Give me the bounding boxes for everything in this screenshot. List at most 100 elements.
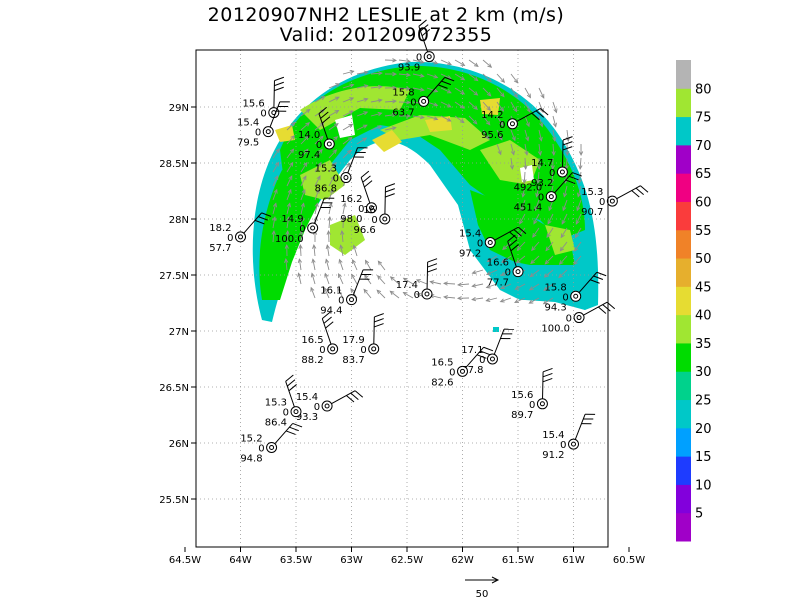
wind-vector — [524, 101, 531, 113]
wind-vector — [454, 87, 465, 95]
wind-vector-head — [511, 136, 516, 142]
x-tick-label: 63.5W — [280, 555, 312, 566]
wind-vector-head — [274, 161, 280, 167]
wind-vector-head — [346, 149, 352, 155]
wind-vector — [412, 115, 424, 119]
wind-vector-head — [299, 229, 304, 235]
wind-vector — [403, 292, 414, 299]
wind-vector — [312, 259, 316, 271]
wind-vector-head — [573, 260, 578, 266]
wind-vector — [510, 87, 518, 98]
wind-vector-head — [345, 162, 351, 168]
wind-vector-head — [331, 162, 336, 168]
wind-vector-head — [543, 286, 549, 292]
wind-vector-head — [317, 161, 322, 167]
wind-vector-head — [392, 71, 398, 77]
wind-barb-flag — [508, 239, 518, 247]
swath-lime-3 — [300, 160, 345, 200]
station-circle — [290, 406, 302, 418]
station-temperature: 14.0 — [298, 130, 320, 141]
station-temperature: 15.8 — [392, 87, 414, 98]
wind-vector — [454, 101, 465, 109]
wind-vector-head — [333, 136, 339, 141]
wind-vector — [444, 296, 456, 299]
wind-vector — [377, 260, 386, 271]
x-tick-label: 60.5W — [613, 555, 645, 566]
station-zero: 0 — [227, 233, 233, 244]
wind-barb-flag — [476, 354, 487, 359]
wind-vector — [486, 283, 498, 288]
wind-barb-flag — [288, 384, 297, 392]
station-circle — [556, 166, 568, 178]
wind-barb-flag — [350, 392, 359, 400]
wind-vector-head — [525, 136, 530, 142]
wind-vector — [370, 99, 382, 103]
wind-vector-head — [305, 122, 311, 127]
colorbar-swatch — [676, 286, 691, 316]
wind-vector-head — [573, 246, 579, 252]
wind-vector-head — [514, 285, 520, 290]
wind-vector-head — [487, 63, 493, 68]
wind-barb-flag — [631, 190, 640, 198]
station-temperature: 16.1 — [320, 286, 342, 297]
station-circle — [484, 237, 496, 249]
colorbar-label: 10 — [695, 478, 712, 493]
wind-vector — [496, 129, 503, 141]
wind-vector-head — [498, 135, 503, 141]
wind-vector — [575, 227, 582, 238]
x-tick-label: 63W — [340, 555, 363, 566]
colorbar-label: 55 — [695, 224, 712, 239]
swath-green-east — [470, 190, 575, 268]
wind-vector-head — [446, 117, 452, 122]
station-zero: 0 — [319, 345, 325, 356]
wind-vector — [286, 203, 291, 215]
station-dot — [269, 444, 275, 450]
wind-vector — [563, 185, 568, 197]
station-dot — [421, 98, 427, 104]
wind-barb-flag — [285, 374, 294, 382]
wind-vector-head — [348, 110, 354, 115]
wind-vector — [286, 162, 294, 173]
wind-vector — [562, 199, 568, 211]
wind-vector-head — [443, 295, 448, 300]
wind-vector-head — [515, 259, 521, 264]
station-zero: 0 — [314, 402, 320, 413]
x-tick-label: 61.5W — [502, 555, 534, 566]
wind-vector — [577, 185, 582, 197]
wind-barb-flag — [323, 316, 332, 324]
wind-vector-head — [553, 108, 558, 114]
wind-vector — [468, 59, 479, 67]
wind-barb-flag — [635, 187, 644, 196]
wind-vector-head — [509, 164, 515, 170]
station-dot — [539, 401, 545, 407]
wind-vector — [310, 287, 316, 299]
wind-barb-flag — [531, 112, 540, 121]
station-dot — [310, 225, 316, 231]
wind-vector — [328, 96, 340, 103]
wind-vector — [314, 189, 320, 201]
wind-vector-head — [472, 119, 478, 125]
station-circle — [262, 126, 274, 138]
station-zero: 0 — [316, 140, 322, 151]
wind-vector — [342, 97, 354, 103]
wind-vector — [533, 213, 540, 224]
wind-barb-flag — [292, 422, 303, 428]
station-dot — [371, 346, 377, 352]
wind-vector-head — [351, 273, 356, 279]
wind-vector — [440, 115, 451, 122]
wind-vector-head — [578, 165, 583, 170]
wind-vector-head — [526, 93, 531, 99]
wind-vector-head — [516, 245, 522, 251]
dropsonde-23: 017.1 77.8 — [461, 328, 515, 376]
wind-vector — [538, 87, 545, 99]
station-temperature: 16.6 — [487, 258, 509, 269]
wind-vector — [403, 277, 414, 285]
wind-vector-head — [285, 229, 290, 235]
colorbar-label: 65 — [695, 167, 712, 182]
y-axis-ticks: 29N 28.5N 28N 27.5N 27N 26.5N 26N 25.5N — [159, 103, 196, 506]
wind-vector-head — [559, 246, 565, 252]
wind-vector-head — [545, 246, 550, 252]
colorbar-swatch — [676, 342, 691, 372]
wind-vector — [482, 59, 492, 68]
wind-vector-head — [275, 148, 280, 154]
